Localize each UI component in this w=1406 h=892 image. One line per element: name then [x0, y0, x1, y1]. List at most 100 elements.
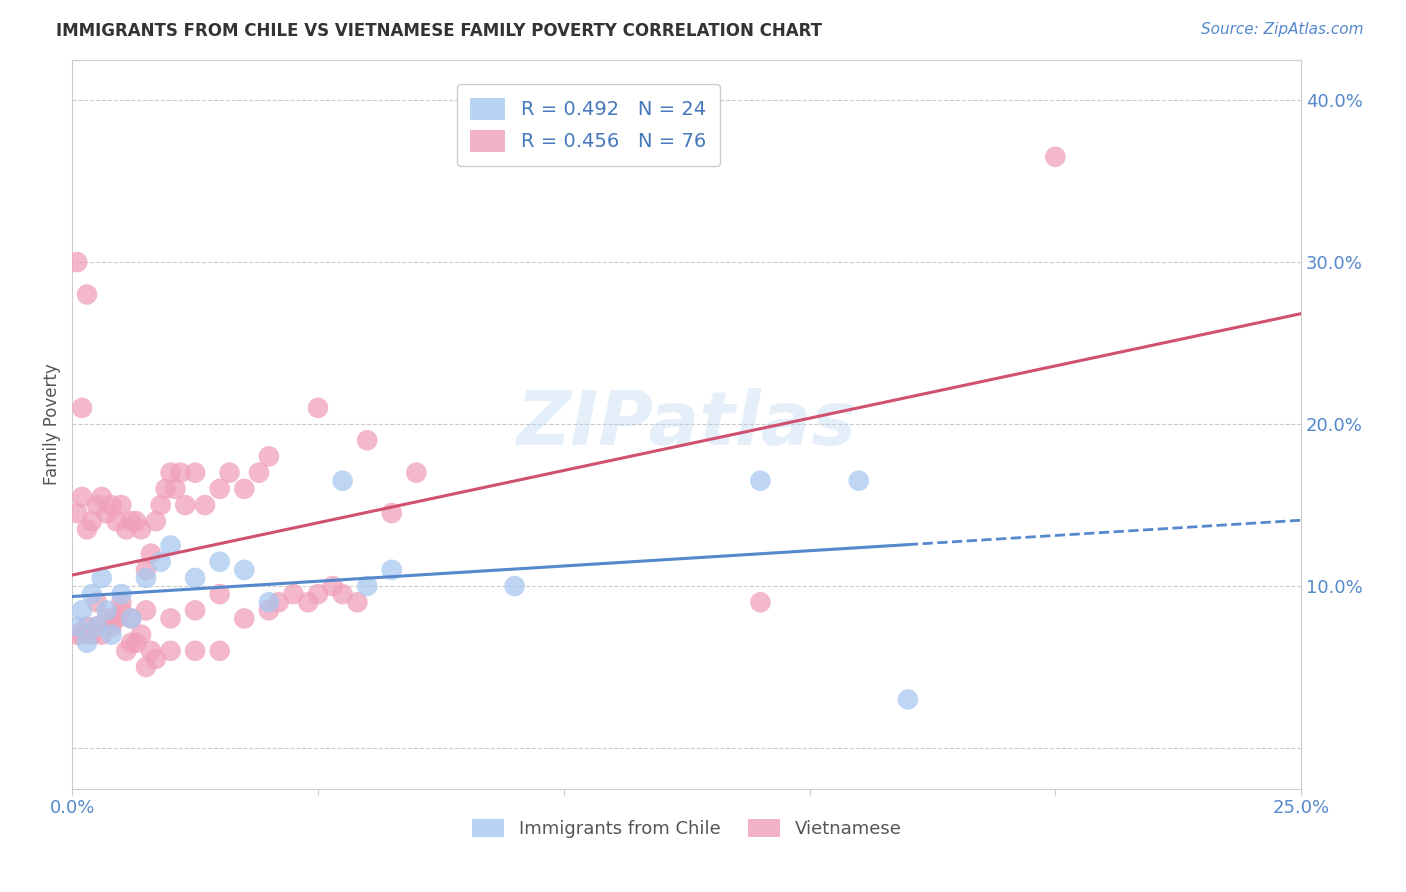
Point — [96, 611, 118, 625]
Point — [110, 595, 132, 609]
Point — [208, 482, 231, 496]
Point — [1045, 150, 1067, 164]
Point — [233, 611, 256, 625]
Point — [848, 474, 870, 488]
Point — [381, 563, 404, 577]
Point — [247, 466, 270, 480]
Point — [110, 603, 132, 617]
Point — [165, 482, 187, 496]
Point — [159, 466, 181, 480]
Point — [70, 603, 93, 617]
Point — [381, 506, 404, 520]
Point — [749, 474, 772, 488]
Point — [115, 644, 138, 658]
Point — [356, 434, 378, 448]
Point — [149, 555, 172, 569]
Point — [159, 644, 181, 658]
Text: Source: ZipAtlas.com: Source: ZipAtlas.com — [1201, 22, 1364, 37]
Point — [208, 644, 231, 658]
Point — [184, 644, 207, 658]
Point — [174, 498, 197, 512]
Point — [100, 611, 122, 625]
Point — [218, 466, 240, 480]
Point — [184, 571, 207, 585]
Point — [233, 563, 256, 577]
Point — [503, 579, 526, 593]
Point — [125, 514, 148, 528]
Point — [749, 595, 772, 609]
Text: ZIPatlas: ZIPatlas — [516, 387, 856, 460]
Point — [307, 401, 329, 415]
Point — [129, 627, 152, 641]
Point — [322, 579, 344, 593]
Point — [110, 498, 132, 512]
Point — [169, 466, 191, 480]
Point — [120, 636, 142, 650]
Legend: Immigrants from Chile, Vietnamese: Immigrants from Chile, Vietnamese — [464, 812, 908, 845]
Point — [120, 611, 142, 625]
Point — [135, 603, 157, 617]
Point — [96, 506, 118, 520]
Point — [159, 611, 181, 625]
Point — [149, 498, 172, 512]
Point — [70, 627, 93, 641]
Point — [129, 522, 152, 536]
Point — [125, 636, 148, 650]
Point — [897, 692, 920, 706]
Point — [70, 401, 93, 415]
Point — [90, 571, 112, 585]
Point — [76, 522, 98, 536]
Point — [80, 587, 103, 601]
Point — [120, 514, 142, 528]
Point — [135, 660, 157, 674]
Point — [76, 636, 98, 650]
Point — [66, 627, 89, 641]
Point — [80, 514, 103, 528]
Point — [105, 611, 128, 625]
Point — [297, 595, 319, 609]
Point — [70, 490, 93, 504]
Point — [233, 482, 256, 496]
Point — [120, 611, 142, 625]
Point — [90, 627, 112, 641]
Point — [346, 595, 368, 609]
Point — [66, 255, 89, 269]
Point — [208, 587, 231, 601]
Point — [100, 627, 122, 641]
Point — [139, 547, 162, 561]
Point — [208, 555, 231, 569]
Point — [100, 619, 122, 633]
Point — [96, 603, 118, 617]
Point — [86, 619, 108, 633]
Point — [356, 579, 378, 593]
Point — [66, 619, 89, 633]
Text: IMMIGRANTS FROM CHILE VS VIETNAMESE FAMILY POVERTY CORRELATION CHART: IMMIGRANTS FROM CHILE VS VIETNAMESE FAMI… — [56, 22, 823, 40]
Point — [257, 450, 280, 464]
Point — [405, 466, 427, 480]
Point — [86, 498, 108, 512]
Point — [80, 627, 103, 641]
Point — [307, 587, 329, 601]
Point — [184, 466, 207, 480]
Point — [110, 587, 132, 601]
Y-axis label: Family Poverty: Family Poverty — [44, 363, 60, 485]
Point — [283, 587, 305, 601]
Point — [332, 587, 354, 601]
Point — [76, 619, 98, 633]
Point — [145, 514, 167, 528]
Point — [139, 644, 162, 658]
Point — [159, 539, 181, 553]
Point — [135, 571, 157, 585]
Point — [76, 287, 98, 301]
Point — [257, 603, 280, 617]
Point — [155, 482, 177, 496]
Point — [332, 474, 354, 488]
Point — [257, 595, 280, 609]
Point — [194, 498, 217, 512]
Point — [267, 595, 290, 609]
Point — [100, 498, 122, 512]
Point — [145, 652, 167, 666]
Point — [66, 506, 89, 520]
Point — [184, 603, 207, 617]
Point — [115, 522, 138, 536]
